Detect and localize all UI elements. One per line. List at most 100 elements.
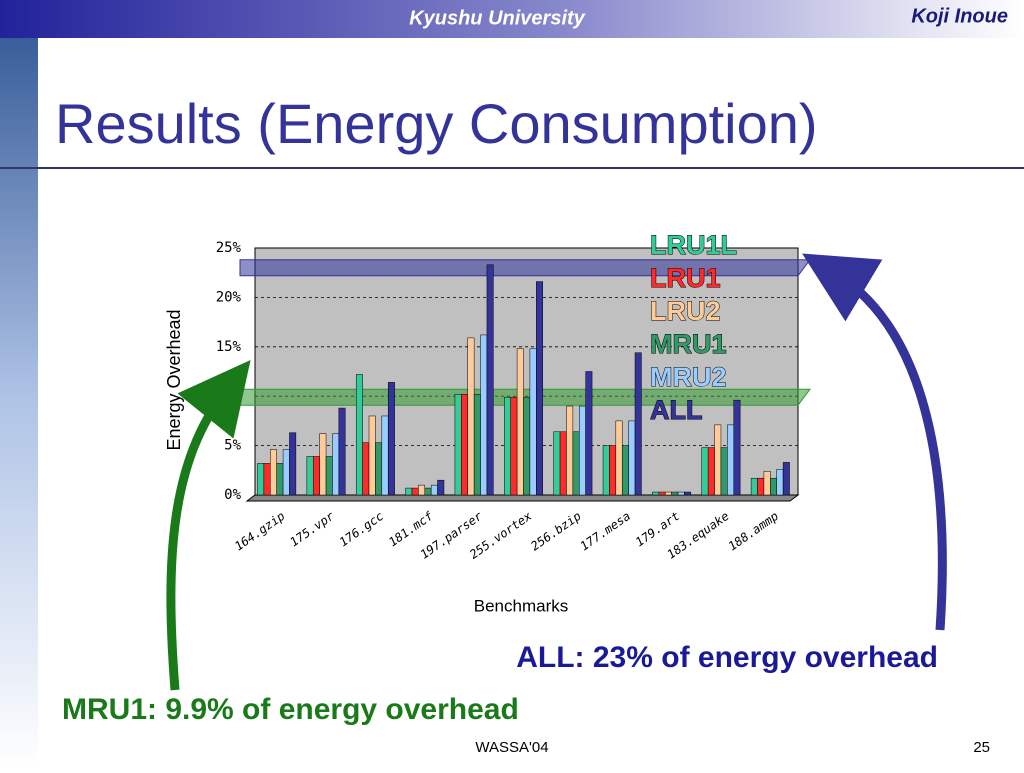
x-tick-label: 177.mesa [578, 509, 633, 554]
bar [504, 396, 511, 496]
bar [387, 382, 395, 496]
bar [480, 334, 488, 496]
bar [319, 433, 327, 496]
bar [332, 433, 340, 496]
bar [615, 420, 623, 496]
bar [381, 415, 389, 496]
legend-entry: LRU1L [650, 230, 737, 260]
legend-entry: LRU1 [650, 263, 721, 293]
bar [621, 445, 629, 496]
legend-entry: LRU2 [650, 296, 721, 326]
annotation: ALL: 23% of energy overhead [516, 641, 938, 674]
bar [701, 447, 709, 496]
x-tick-label: 175.vpr [287, 508, 337, 549]
bar [770, 477, 777, 496]
header-left: Kyushu University [409, 7, 585, 29]
x-tick-label: 256.bzip [528, 509, 583, 554]
arrow [166, 359, 251, 691]
bar [454, 393, 462, 496]
bar [602, 445, 610, 496]
bar [559, 431, 567, 496]
bar [430, 484, 438, 496]
x-tick-label: 188.ammp [726, 509, 781, 554]
bar [671, 491, 679, 496]
bar [411, 487, 419, 496]
bar [782, 462, 790, 496]
bar [325, 456, 333, 496]
bar [270, 449, 277, 496]
bar [473, 393, 481, 496]
bar [362, 442, 370, 496]
bar [707, 447, 715, 496]
bar [467, 337, 475, 496]
bar [572, 431, 580, 496]
bar [263, 463, 271, 496]
bar [289, 432, 297, 496]
bar [306, 456, 314, 496]
bar [510, 396, 518, 496]
bar [257, 463, 265, 496]
bar [529, 348, 537, 496]
chart: 0%5%10%15%20%25%Energy OverheadBenchmark… [164, 230, 811, 615]
bar [634, 352, 642, 496]
bar [437, 479, 445, 496]
annotation: MRU1: 9.9% of energy overhead [62, 693, 519, 726]
bar [536, 281, 543, 496]
bar [553, 431, 561, 496]
y-tick-label: 15% [216, 339, 242, 355]
bar [757, 477, 765, 496]
bar [677, 491, 685, 496]
bar [727, 424, 735, 496]
bar [424, 487, 432, 496]
header-bar [0, 0, 1024, 38]
y-tick-label: 25% [216, 240, 242, 256]
plot-floor [245, 494, 800, 502]
bar [628, 420, 636, 496]
x-tick-label: 164.gzip [232, 509, 287, 554]
bar [312, 456, 320, 496]
slide-title: Results (Energy Consumption) [55, 92, 818, 155]
bar [733, 399, 741, 496]
bar [585, 371, 593, 496]
header-right: Koji Inoue [911, 5, 1008, 27]
bar [355, 374, 363, 496]
bar [276, 463, 284, 496]
legend-entry: MRU2 [650, 362, 727, 392]
bar [609, 445, 617, 496]
bar [658, 491, 666, 496]
y-tick-label: 0% [224, 487, 241, 503]
bar [763, 471, 771, 496]
arrow [802, 253, 947, 631]
legend-entry: ALL [650, 395, 702, 425]
bar [523, 396, 531, 496]
y-axis-title: Energy Overhead [164, 309, 184, 450]
bar [684, 491, 692, 496]
bar [579, 405, 586, 496]
bar [405, 487, 413, 496]
bar [486, 264, 494, 496]
bar [375, 442, 383, 496]
page-number: 25 [973, 739, 990, 756]
bar [368, 415, 376, 496]
bar [720, 447, 728, 496]
y-tick-label: 5% [224, 438, 241, 454]
bar [338, 407, 346, 496]
bar [750, 477, 758, 496]
bar [282, 449, 290, 496]
x-axis-title: Benchmarks [474, 596, 568, 615]
bar [566, 405, 574, 496]
bar [418, 484, 426, 496]
bar [664, 491, 672, 496]
bar [461, 393, 468, 496]
bar [652, 491, 660, 496]
reference-band [239, 259, 811, 277]
footer: WASSA'04 [475, 739, 548, 756]
side-bar [0, 38, 38, 768]
bar [516, 348, 524, 496]
y-tick-label: 20% [216, 289, 242, 305]
bar [776, 469, 784, 496]
bar [714, 424, 722, 496]
x-tick-label: 176.gcc [337, 509, 386, 549]
